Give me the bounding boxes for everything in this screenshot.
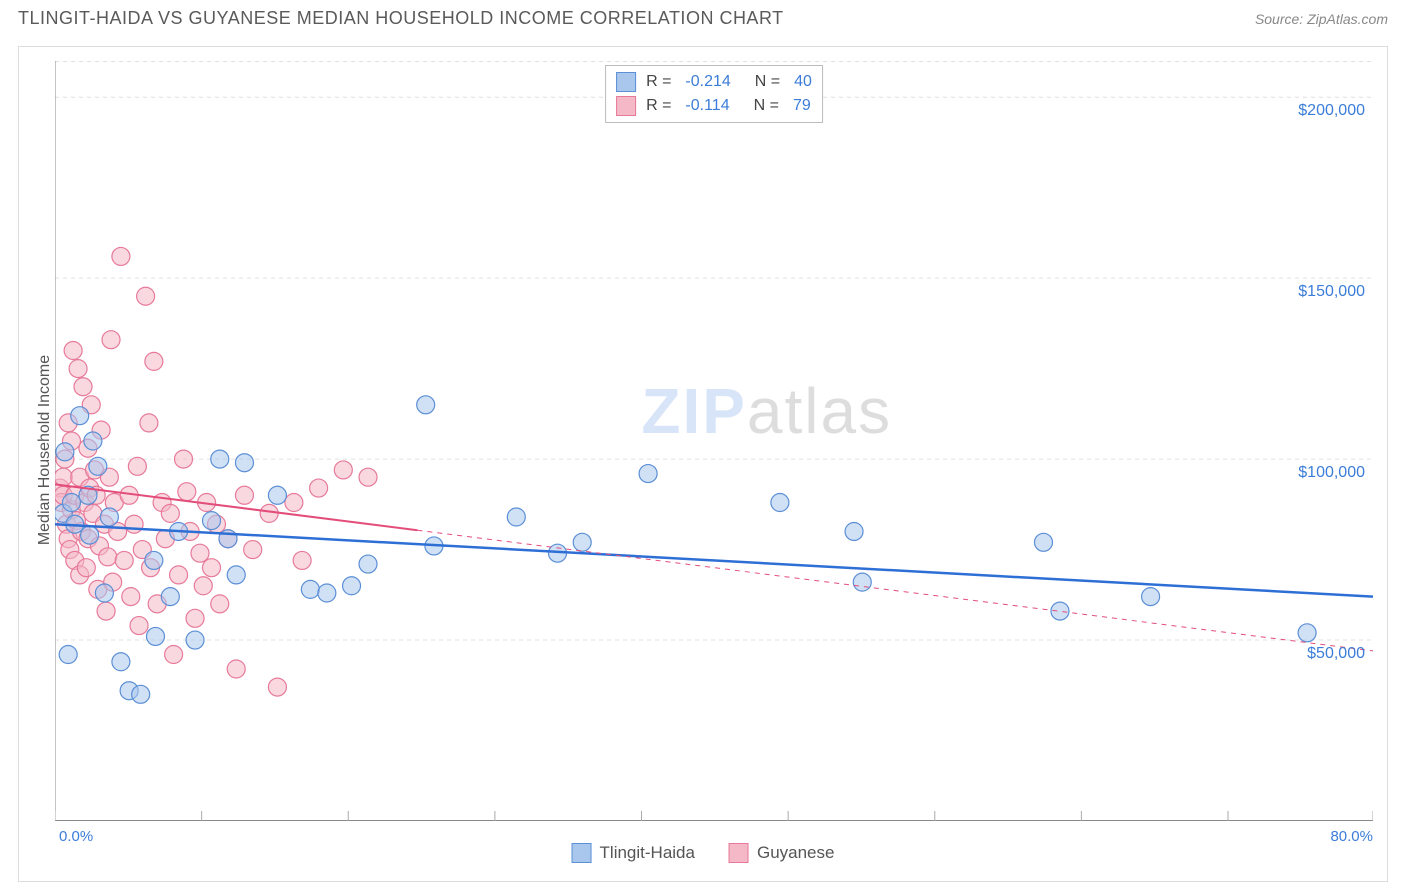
legend-n-label: N =: [755, 73, 780, 91]
legend-r-value: -0.214: [685, 73, 730, 91]
legend-n-value: 40: [794, 73, 812, 91]
legend-series: Tlingit-Haida Guyanese: [572, 843, 835, 863]
legend-series-item: Guyanese: [729, 843, 835, 863]
plot-area: Median Household Income ZIPatlas R =-0.2…: [55, 61, 1373, 821]
y-tick-label: $100,000: [1298, 464, 1365, 482]
source-label: Source: ZipAtlas.com: [1255, 11, 1388, 27]
legend-stat-row: R = -0.214 N = 40: [616, 70, 812, 94]
y-tick-label: $150,000: [1298, 283, 1365, 301]
legend-r-label: R =: [646, 73, 671, 91]
legend-r-value: -0.114: [685, 97, 729, 115]
legend-series-label: Guyanese: [757, 843, 835, 863]
legend-stats: R = -0.214 N = 40 R = -0.114 N = 79: [605, 65, 823, 123]
chart-title: TLINGIT-HAIDA VS GUYANESE MEDIAN HOUSEHO…: [18, 8, 784, 29]
y-axis-label: Median Household Income: [36, 355, 54, 545]
y-tick-label: $200,000: [1298, 102, 1365, 120]
chart-header: TLINGIT-HAIDA VS GUYANESE MEDIAN HOUSEHO…: [0, 0, 1406, 33]
legend-swatch: [729, 843, 749, 863]
x-min-label: 0.0%: [59, 828, 93, 845]
legend-swatch: [572, 843, 592, 863]
legend-stat-row: R = -0.114 N = 79: [616, 94, 812, 118]
legend-series-label: Tlingit-Haida: [600, 843, 695, 863]
chart-container: Median Household Income ZIPatlas R =-0.2…: [18, 46, 1388, 882]
x-max-label: 80.0%: [1330, 828, 1373, 845]
legend-n-label: N =: [754, 97, 779, 115]
legend-n-value: 79: [793, 97, 811, 115]
legend-r-label: R =: [646, 97, 671, 115]
legend-swatch: [616, 72, 636, 92]
legend-series-item: Tlingit-Haida: [572, 843, 695, 863]
data-layer: [55, 61, 1373, 821]
y-tick-label: $50,000: [1307, 645, 1365, 663]
legend-swatch: [616, 96, 636, 116]
